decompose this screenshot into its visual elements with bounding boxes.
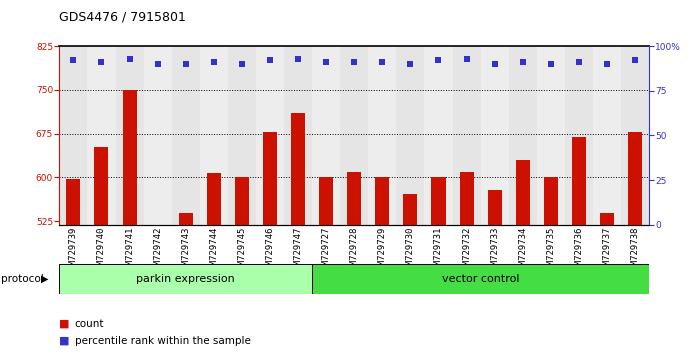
Bar: [144, 46, 172, 225]
Bar: [600, 212, 614, 354]
Point: [461, 56, 472, 61]
Bar: [516, 160, 530, 354]
Bar: [94, 147, 108, 354]
Bar: [459, 172, 474, 354]
Point: [237, 61, 248, 67]
Bar: [403, 194, 417, 354]
Bar: [424, 46, 452, 225]
Bar: [452, 46, 481, 225]
Bar: [235, 177, 249, 354]
Point: [320, 59, 332, 65]
Bar: [200, 46, 228, 225]
Bar: [565, 46, 593, 225]
Bar: [481, 46, 509, 225]
Bar: [256, 46, 284, 225]
Bar: [593, 46, 621, 225]
Text: ▶: ▶: [40, 274, 48, 284]
Point: [180, 61, 191, 67]
Bar: [87, 46, 115, 225]
Bar: [263, 132, 277, 354]
Bar: [628, 132, 642, 354]
Bar: [66, 179, 80, 354]
Bar: [115, 46, 144, 225]
Point: [208, 59, 219, 65]
Bar: [488, 190, 502, 354]
Point: [152, 61, 163, 67]
Bar: [621, 46, 649, 225]
Point: [545, 61, 556, 67]
Text: ■: ■: [59, 336, 70, 346]
Text: protocol: protocol: [1, 274, 44, 284]
Text: count: count: [75, 319, 104, 329]
Bar: [376, 177, 389, 354]
Bar: [431, 177, 445, 354]
Bar: [312, 264, 649, 294]
Point: [377, 59, 388, 65]
Bar: [319, 177, 333, 354]
Text: percentile rank within the sample: percentile rank within the sample: [75, 336, 251, 346]
Point: [265, 57, 276, 63]
Bar: [369, 46, 396, 225]
Bar: [172, 46, 200, 225]
Bar: [151, 225, 165, 354]
Bar: [340, 46, 369, 225]
Text: parkin expression: parkin expression: [136, 274, 235, 284]
Bar: [179, 213, 193, 354]
Bar: [347, 172, 362, 354]
Bar: [228, 46, 256, 225]
Point: [573, 59, 584, 65]
Bar: [207, 173, 221, 354]
Bar: [123, 90, 137, 354]
Text: ■: ■: [59, 319, 70, 329]
Point: [292, 56, 304, 61]
Point: [489, 61, 500, 67]
Text: GDS4476 / 7915801: GDS4476 / 7915801: [59, 11, 186, 24]
Point: [517, 59, 528, 65]
Bar: [572, 137, 586, 354]
Point: [68, 57, 79, 63]
Bar: [291, 113, 305, 354]
Bar: [284, 46, 312, 225]
Bar: [59, 46, 87, 225]
Bar: [59, 264, 312, 294]
Text: vector control: vector control: [442, 274, 519, 284]
Bar: [537, 46, 565, 225]
Bar: [509, 46, 537, 225]
Point: [433, 57, 444, 63]
Point: [630, 57, 641, 63]
Bar: [544, 177, 558, 354]
Bar: [312, 46, 340, 225]
Point: [96, 59, 107, 65]
Bar: [396, 46, 424, 225]
Point: [124, 56, 135, 61]
Point: [348, 59, 359, 65]
Point: [602, 61, 613, 67]
Point: [405, 61, 416, 67]
